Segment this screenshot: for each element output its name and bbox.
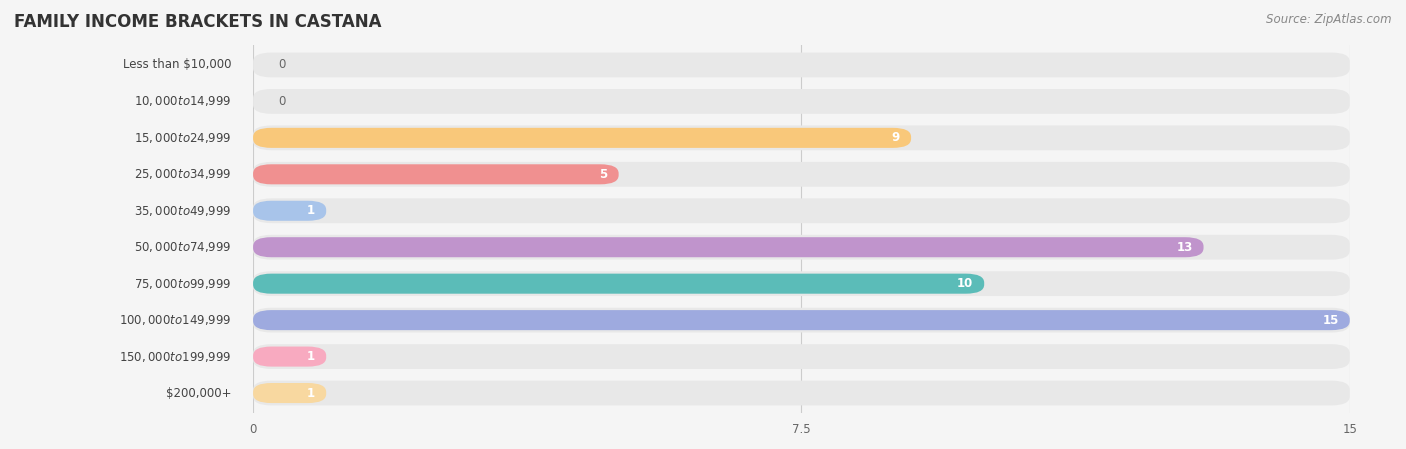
Text: $150,000 to $199,999: $150,000 to $199,999 (118, 350, 231, 364)
Text: $75,000 to $99,999: $75,000 to $99,999 (134, 277, 231, 291)
FancyBboxPatch shape (253, 273, 984, 294)
FancyBboxPatch shape (253, 383, 326, 403)
FancyBboxPatch shape (253, 128, 911, 148)
FancyBboxPatch shape (253, 344, 1350, 369)
Text: $100,000 to $149,999: $100,000 to $149,999 (118, 313, 231, 327)
FancyBboxPatch shape (253, 381, 1350, 405)
Text: 5: 5 (599, 168, 607, 181)
FancyBboxPatch shape (253, 162, 1350, 187)
Text: 1: 1 (307, 204, 315, 217)
FancyBboxPatch shape (253, 164, 619, 185)
Text: 0: 0 (278, 58, 285, 71)
Text: 1: 1 (307, 387, 315, 400)
Text: $25,000 to $34,999: $25,000 to $34,999 (134, 167, 231, 181)
FancyBboxPatch shape (253, 347, 326, 366)
Text: FAMILY INCOME BRACKETS IN CASTANA: FAMILY INCOME BRACKETS IN CASTANA (14, 13, 381, 31)
Text: 9: 9 (891, 132, 900, 145)
Text: $35,000 to $49,999: $35,000 to $49,999 (134, 204, 231, 218)
FancyBboxPatch shape (253, 310, 1350, 330)
FancyBboxPatch shape (253, 53, 1350, 77)
FancyBboxPatch shape (253, 308, 1350, 333)
Text: $10,000 to $14,999: $10,000 to $14,999 (134, 94, 231, 108)
Text: $50,000 to $74,999: $50,000 to $74,999 (134, 240, 231, 254)
FancyBboxPatch shape (253, 201, 326, 221)
FancyBboxPatch shape (253, 237, 1204, 257)
Text: 15: 15 (1323, 313, 1339, 326)
FancyBboxPatch shape (253, 271, 1350, 296)
FancyBboxPatch shape (253, 235, 1350, 260)
Text: Source: ZipAtlas.com: Source: ZipAtlas.com (1267, 13, 1392, 26)
Text: 10: 10 (957, 277, 973, 290)
Text: 13: 13 (1177, 241, 1192, 254)
FancyBboxPatch shape (253, 198, 1350, 223)
Text: $15,000 to $24,999: $15,000 to $24,999 (134, 131, 231, 145)
Text: Less than $10,000: Less than $10,000 (122, 58, 231, 71)
Text: 0: 0 (278, 95, 285, 108)
FancyBboxPatch shape (253, 125, 1350, 150)
Text: 1: 1 (307, 350, 315, 363)
Text: $200,000+: $200,000+ (166, 387, 231, 400)
FancyBboxPatch shape (253, 89, 1350, 114)
